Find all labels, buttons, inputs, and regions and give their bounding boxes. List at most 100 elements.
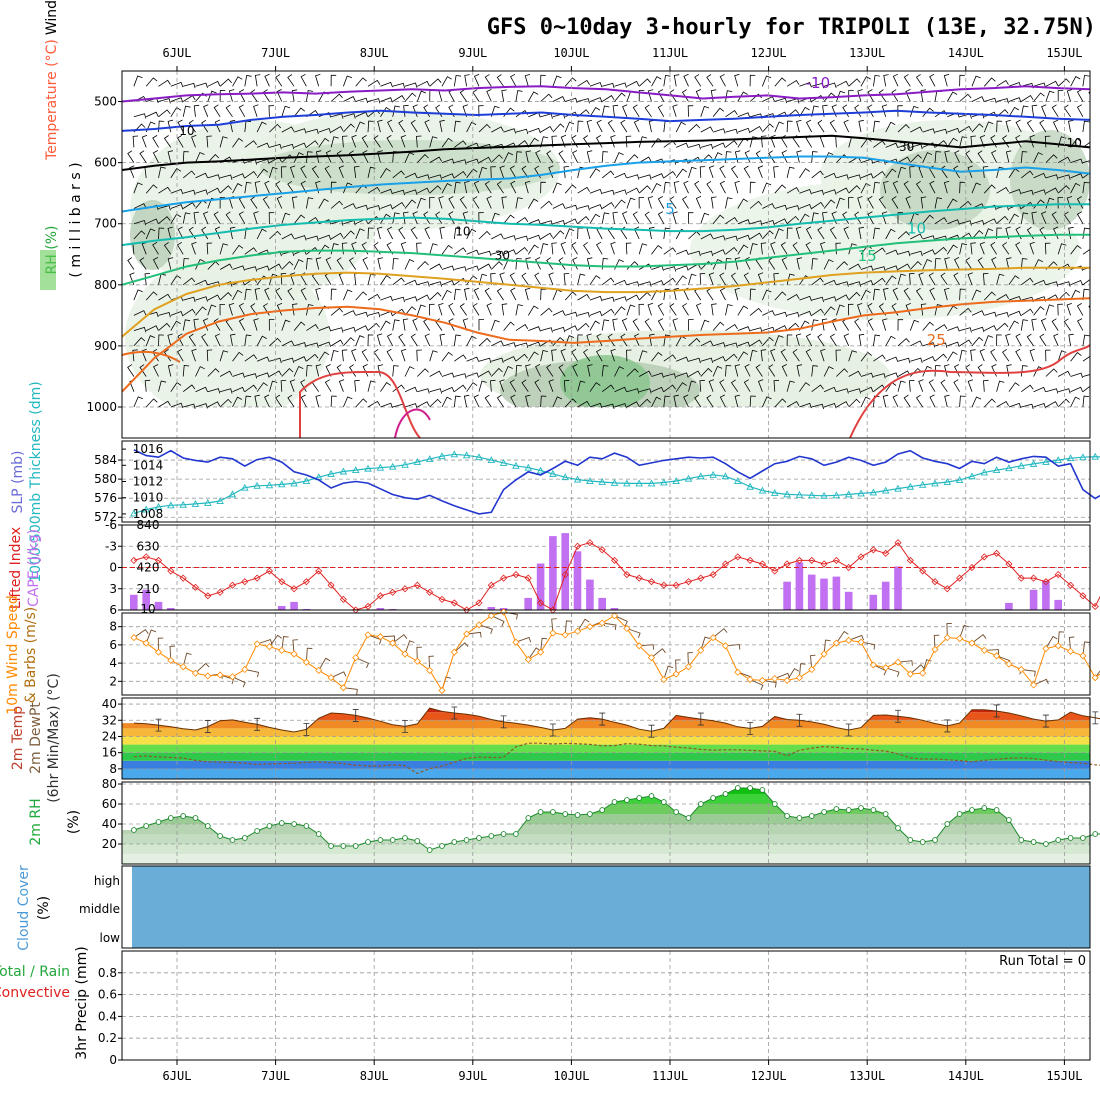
wind-barb bbox=[676, 356, 689, 362]
wind-barb bbox=[466, 335, 477, 347]
wind-barb bbox=[596, 348, 603, 362]
wind-barb bbox=[811, 189, 824, 196]
cape-bar bbox=[894, 566, 902, 610]
chart-title: GFS 0~10day 3-hourly for TRIPOLI (13E, 3… bbox=[487, 15, 1096, 40]
wind-barb bbox=[1093, 395, 1098, 407]
wind-barb bbox=[238, 104, 246, 118]
thickness-marker bbox=[364, 464, 372, 472]
wind-barb bbox=[404, 189, 418, 195]
wind-barb bbox=[589, 402, 603, 409]
wind-barb bbox=[306, 353, 319, 362]
wind-speed-marker bbox=[931, 645, 939, 654]
wind-barb bbox=[607, 333, 615, 347]
wind-barb bbox=[762, 289, 772, 301]
wind-barb bbox=[1058, 281, 1071, 287]
wind-barb bbox=[712, 128, 726, 134]
wind-barb bbox=[269, 337, 282, 347]
wind-barb bbox=[417, 154, 429, 163]
wind-barb bbox=[857, 89, 863, 102]
wind-barb bbox=[639, 174, 652, 180]
wind-barb bbox=[897, 231, 910, 240]
wind-barb bbox=[577, 273, 586, 285]
wind-barb bbox=[191, 348, 197, 362]
wind-barb bbox=[996, 98, 1009, 104]
wind-barb bbox=[540, 136, 549, 148]
wind-barb bbox=[195, 82, 208, 89]
wind-barb-10m bbox=[145, 629, 157, 644]
lifted-index-marker bbox=[487, 581, 495, 589]
wind-barb bbox=[805, 348, 813, 362]
wind-barb bbox=[478, 319, 484, 331]
wind-barb bbox=[1033, 189, 1046, 195]
wind-barb bbox=[170, 310, 184, 317]
wind-barb bbox=[491, 154, 503, 163]
wind-barb bbox=[860, 244, 872, 255]
min-max-marker bbox=[895, 709, 902, 723]
wind-barb-10m bbox=[551, 618, 557, 634]
wind-barb bbox=[453, 288, 461, 301]
wind-barb bbox=[1031, 211, 1037, 224]
wind-barb bbox=[897, 250, 911, 257]
wind-barb bbox=[207, 304, 217, 316]
wind-barb bbox=[454, 140, 467, 148]
wind-barb bbox=[823, 366, 834, 377]
wind-barb bbox=[367, 312, 381, 318]
wind-barb bbox=[983, 335, 994, 347]
wind-barb bbox=[1057, 78, 1070, 87]
wind-barb bbox=[873, 247, 886, 255]
wind-barb bbox=[367, 205, 381, 211]
wind-barb bbox=[464, 287, 470, 301]
wind-barb bbox=[355, 184, 367, 194]
wind-barb bbox=[626, 174, 640, 180]
wind-barb bbox=[306, 90, 314, 102]
wind-barb bbox=[979, 241, 985, 255]
wind-barb bbox=[515, 324, 529, 331]
wind-barb bbox=[490, 273, 496, 285]
wind-barb bbox=[127, 257, 135, 270]
wind-barb bbox=[786, 205, 800, 211]
wind-barb bbox=[462, 104, 468, 117]
wind-barb bbox=[712, 258, 723, 270]
wind-barb bbox=[860, 396, 871, 408]
wind-barb bbox=[1070, 372, 1083, 379]
wind-speed-marker bbox=[130, 634, 138, 642]
wind-barb bbox=[688, 319, 694, 331]
wind-speed-marker bbox=[167, 656, 175, 664]
wind-barb bbox=[614, 92, 626, 102]
wind-barb bbox=[244, 266, 258, 272]
li-tick-label: -3 bbox=[105, 539, 117, 553]
wind-barb bbox=[922, 342, 936, 348]
wind-barb bbox=[577, 380, 586, 392]
thickness-marker bbox=[228, 490, 237, 498]
top-date-label: 14JUL bbox=[948, 46, 984, 60]
lifted-index-marker bbox=[339, 595, 347, 603]
wind-barb bbox=[380, 204, 393, 210]
wind-barb bbox=[774, 398, 787, 408]
wind-barb bbox=[170, 188, 184, 195]
wind-barb bbox=[464, 181, 470, 194]
wind-speed-marker bbox=[968, 639, 976, 647]
wind-barb bbox=[823, 172, 837, 179]
wind-barb bbox=[1051, 104, 1059, 118]
wind-barb bbox=[1058, 370, 1071, 377]
wind-barb bbox=[466, 142, 480, 148]
wind-barb bbox=[867, 318, 874, 331]
wind-barb bbox=[983, 228, 994, 240]
wind-speed-marker bbox=[253, 640, 261, 648]
thickness-marker bbox=[327, 469, 335, 477]
wind-barb bbox=[565, 325, 578, 331]
wind-barb bbox=[1076, 303, 1084, 316]
min-max-marker bbox=[648, 724, 655, 738]
wind-barb bbox=[380, 402, 393, 409]
wind-speed-marker bbox=[832, 639, 840, 647]
wind-barb-10m bbox=[675, 659, 681, 675]
wind-barb bbox=[515, 235, 529, 242]
wind-barb bbox=[730, 272, 739, 286]
wind-barb bbox=[183, 82, 196, 89]
wind-barb bbox=[318, 341, 332, 347]
wind-barb bbox=[219, 304, 225, 316]
wind-barb bbox=[996, 400, 1009, 408]
wind-barb bbox=[387, 119, 394, 133]
wind-barb bbox=[1082, 172, 1090, 179]
rh-marker bbox=[771, 801, 778, 807]
